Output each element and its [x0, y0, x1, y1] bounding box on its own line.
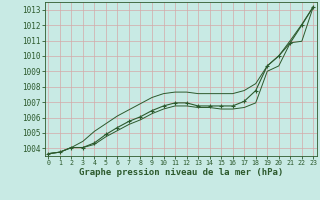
X-axis label: Graphe pression niveau de la mer (hPa): Graphe pression niveau de la mer (hPa)	[79, 168, 283, 177]
